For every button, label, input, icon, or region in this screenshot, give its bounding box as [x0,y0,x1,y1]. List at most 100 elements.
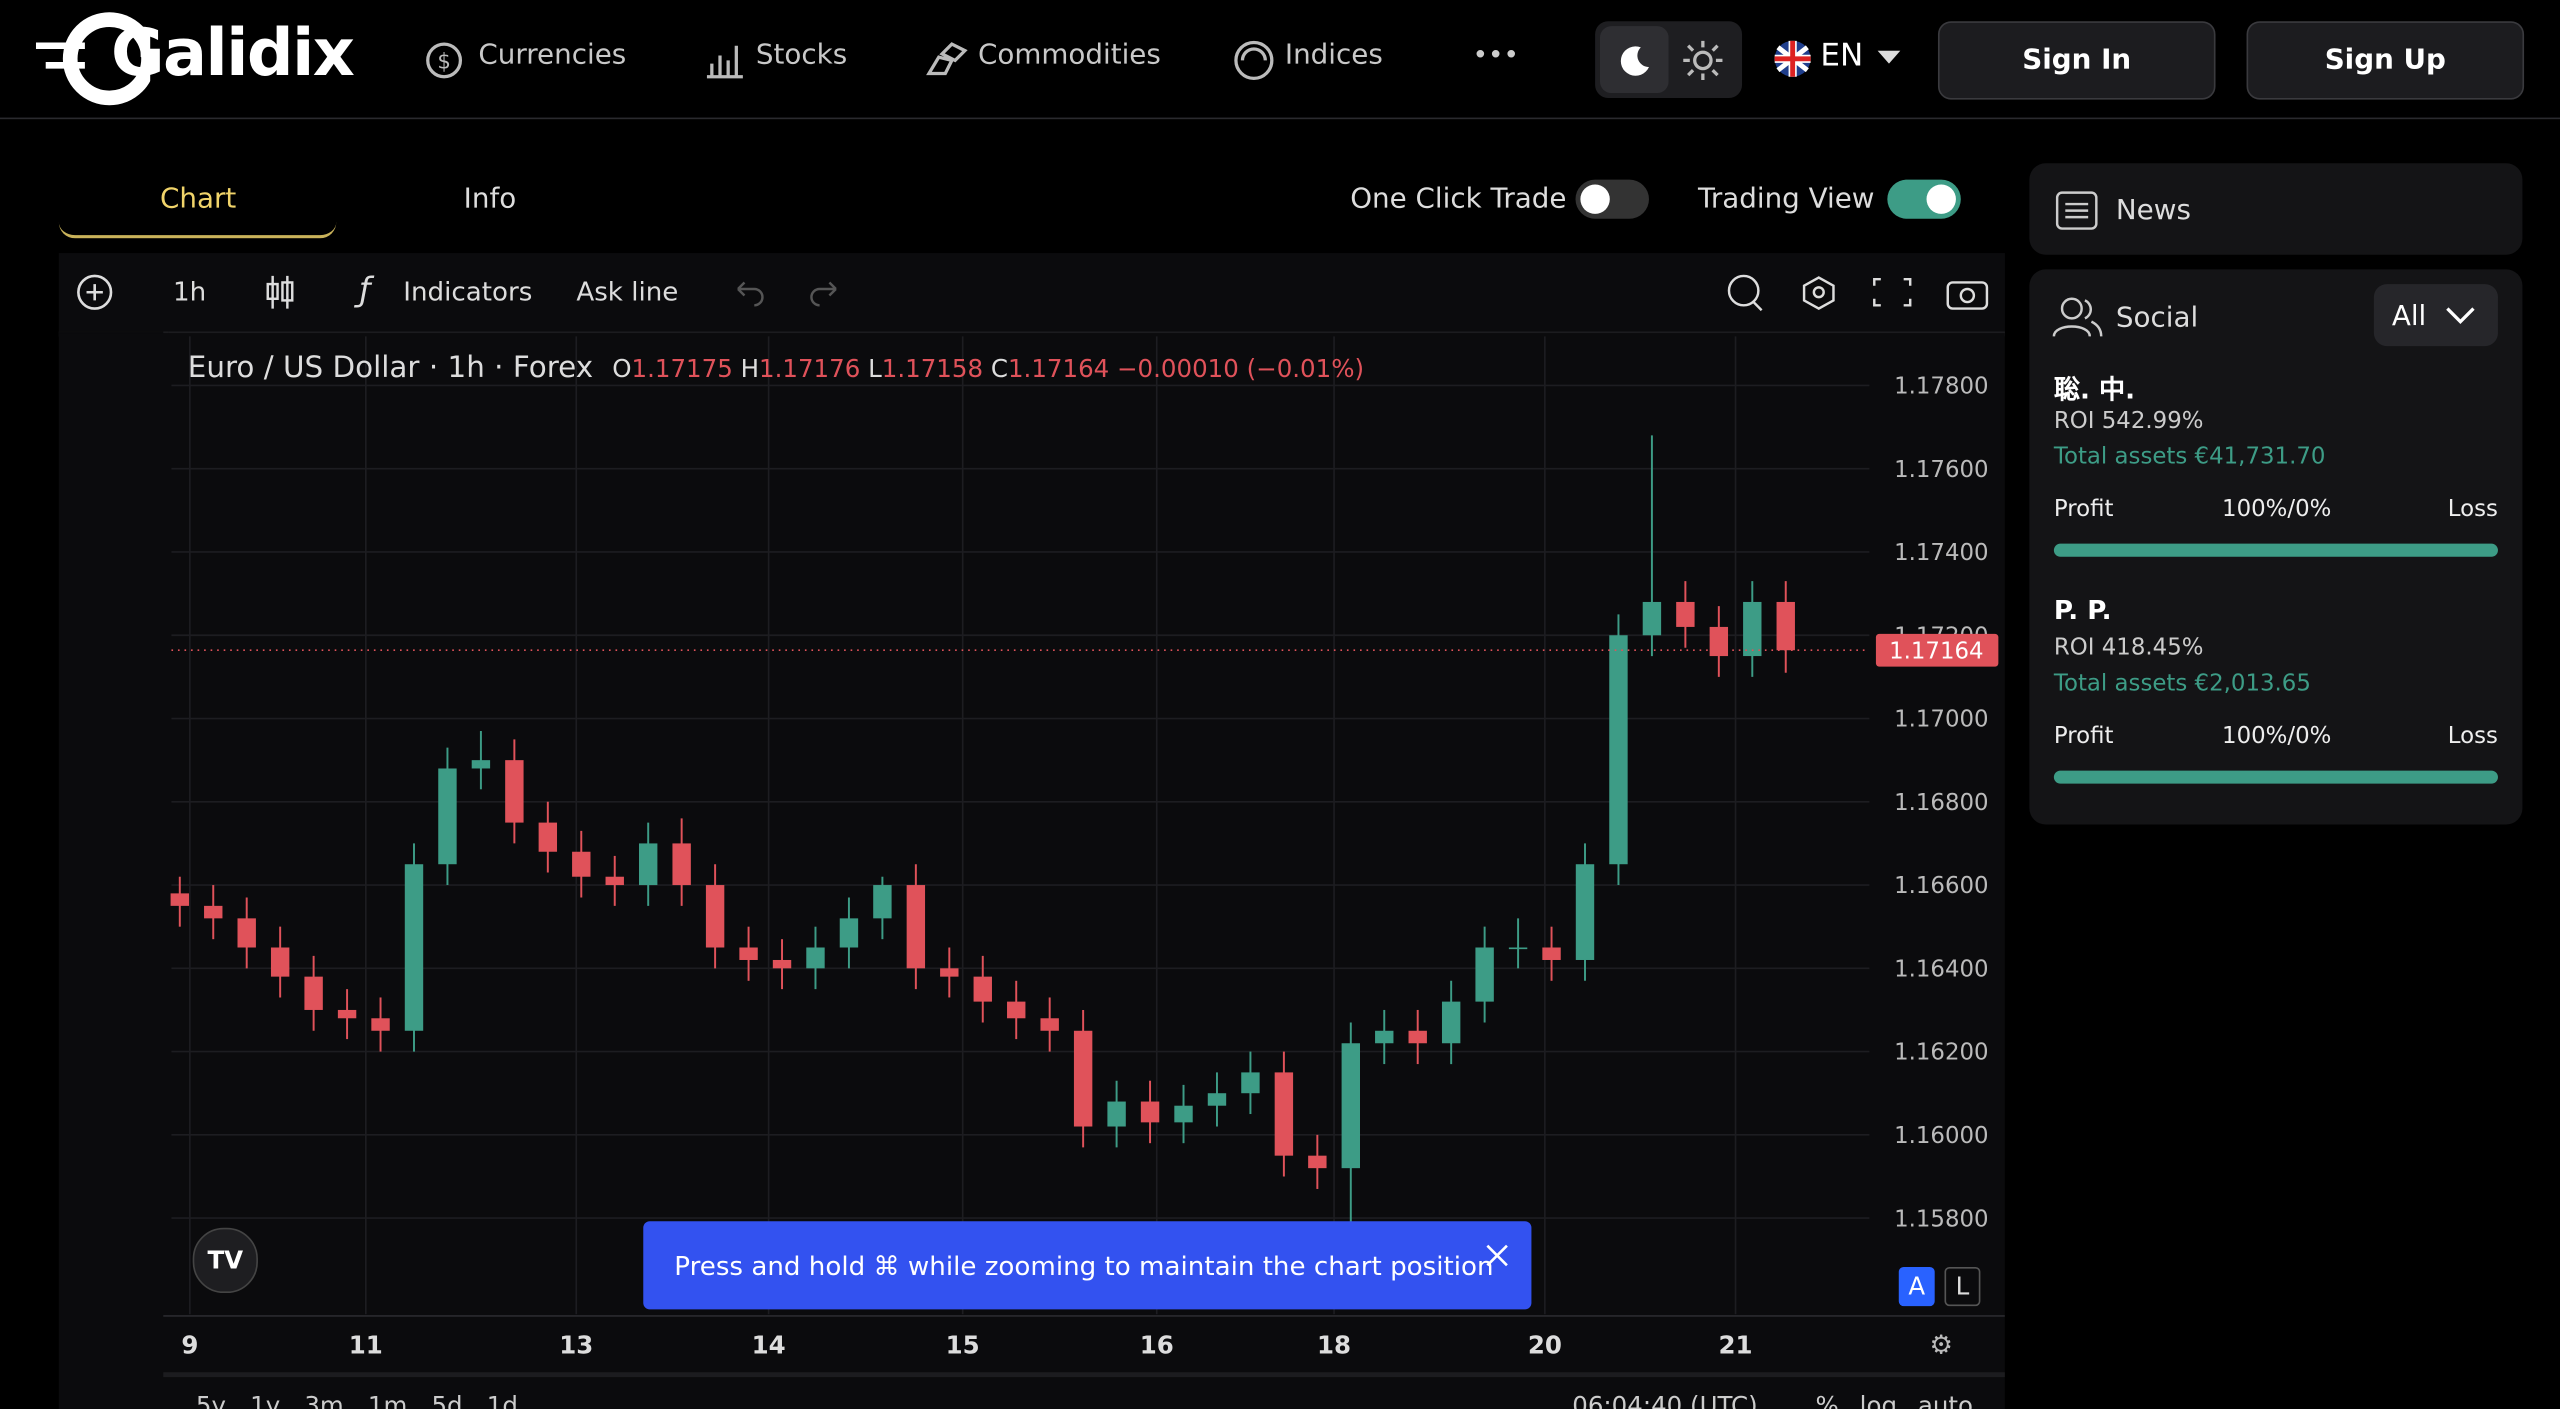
sign-in-button[interactable]: Sign In [1937,21,2216,100]
y-tick-label: 1.17800 [1894,374,1988,400]
candle-body [438,768,457,865]
candle-body [1408,1030,1427,1044]
social-filter[interactable]: All [2373,284,2498,347]
x-tick-label: 21 [1719,1330,1753,1359]
logo-mark [35,10,156,108]
profit-ratio: 100%/0% [2222,496,2332,523]
y-tick-label: 1.17400 [1894,540,1988,566]
toast-close[interactable] [1486,1244,1509,1267]
candle-body [1107,1101,1126,1127]
range[interactable]: 1d [486,1391,518,1409]
settings-icon: ⚙ [1930,1330,1953,1360]
candle-type-icon[interactable] [264,273,297,312]
undo-redo-icons[interactable] [731,276,845,309]
fx-icon: ƒ [359,269,371,309]
dark-mode-button[interactable] [1599,26,1669,94]
range[interactable]: 5d [431,1391,463,1409]
trader-assets: Total assets €2,013.65 [2053,671,2311,698]
stocks-icon [706,45,743,79]
logo-text[interactable]: Galidix [111,16,355,92]
last-price-tag [1875,633,1999,667]
candle-body [1609,635,1628,865]
range[interactable]: 1y [250,1391,281,1409]
candle-body [1676,601,1695,627]
language[interactable]: EN [1820,37,1864,74]
theme-toggle[interactable] [1595,21,1743,98]
candle-body [1140,1101,1160,1123]
scale-options[interactable]: % log auto [1816,1391,1974,1409]
profit-ratio: 100%/0% [2222,723,2332,750]
trading-view-toggle[interactable] [1887,179,1961,219]
candle-body [605,876,624,886]
filter-value: All [2391,300,2427,334]
candle-body [739,947,758,960]
social-panel: Social All 聡. 中. ROI 542.99% Total assets … [2029,269,2523,825]
currency-icon: $ [426,42,463,79]
y-tick-label: 1.16600 [1894,873,1988,899]
close-value: 1.17164 [1007,354,1110,384]
auto-option[interactable]: auto [1917,1391,1974,1409]
nav-link[interactable]: Currencies [478,39,627,72]
moon-icon [1620,46,1649,76]
candle-body [1542,947,1561,960]
percent-option[interactable]: % [1815,1391,1839,1409]
tradingview-logo[interactable]: TV [192,1227,258,1294]
log-option[interactable]: log [1859,1391,1898,1409]
nav-link[interactable]: Stocks [755,39,848,72]
y-tick-label: 1.16000 [1894,1123,1988,1149]
candle-body [973,976,992,1002]
candle-body [1441,1001,1461,1044]
candle-body [471,760,491,769]
range[interactable]: 5y [195,1391,226,1409]
candle-body [839,918,859,948]
candle-body [1776,601,1795,651]
ask-line-button[interactable]: Ask line [576,275,679,307]
symbol-name: Euro / US Dollar · 1h · Forex [187,351,594,386]
range[interactable]: 3m [304,1391,344,1409]
indicators-button[interactable]: Indicators [403,275,533,307]
sun-icon[interactable] [1680,38,1726,84]
one-click-toggle[interactable] [1575,179,1649,219]
candle-body [1308,1155,1327,1169]
candle-body [1642,601,1662,636]
log-scale-button[interactable]: L [1944,1266,1981,1307]
candle-body [371,1018,390,1031]
x-tick-label: 20 [1528,1330,1562,1359]
info-tab[interactable]: Info [463,182,517,216]
nav-link[interactable]: Commodities [977,39,1161,72]
y-tick-label: 1.15800 [1894,1206,1988,1232]
candle-body [940,968,959,977]
range-buttons[interactable]: 5y 1y 3m 1m 5d 1d [196,1391,518,1409]
x-tick-label: 15 [946,1330,980,1359]
interval-button[interactable]: 1h [173,275,207,307]
add-symbol-icon[interactable] [75,273,114,312]
loss-label: Loss [2447,723,2498,750]
chart-tab[interactable]: Chart [160,182,237,216]
y-tick-label: 1.16200 [1894,1040,1988,1066]
candle-body [1073,1030,1093,1127]
candle-body [705,885,725,948]
candle-body [270,947,290,977]
candle-body [1709,626,1729,657]
range[interactable]: 1m [367,1391,408,1409]
open-label: O [612,354,632,384]
high-label: H [740,354,760,384]
profit-bar [2053,543,2498,557]
trader-name: P. P. [2053,594,2112,626]
profit-bar [2053,770,2498,784]
trader-assets: Total assets €41,731.70 [2053,444,2326,471]
nav-link[interactable]: Indices [1284,39,1383,72]
auto-scale-button[interactable]: A [1898,1266,1935,1307]
candle-body [1040,1018,1059,1031]
more-menu[interactable]: ••• [1472,39,1519,71]
candle-body [1241,1072,1260,1094]
candle-body [1207,1093,1227,1106]
trader-card[interactable]: 聡. 中. ROI 542.99% Total assets €41,731.70 P… [2029,367,2522,579]
trader-card[interactable]: P. P. ROI 418.45% Total assets €2,013.65 Pr… [2029,594,2522,806]
sign-up-button[interactable]: Sign Up [2246,21,2525,100]
change-value: −0.00010 (−0.01%) [1117,354,1365,384]
toolbar-right-icons[interactable] [1721,269,1999,315]
news-panel[interactable]: News [2029,163,2523,255]
x-tick-label: 14 [752,1330,786,1359]
y-tick-label: 1.17600 [1894,457,1988,483]
